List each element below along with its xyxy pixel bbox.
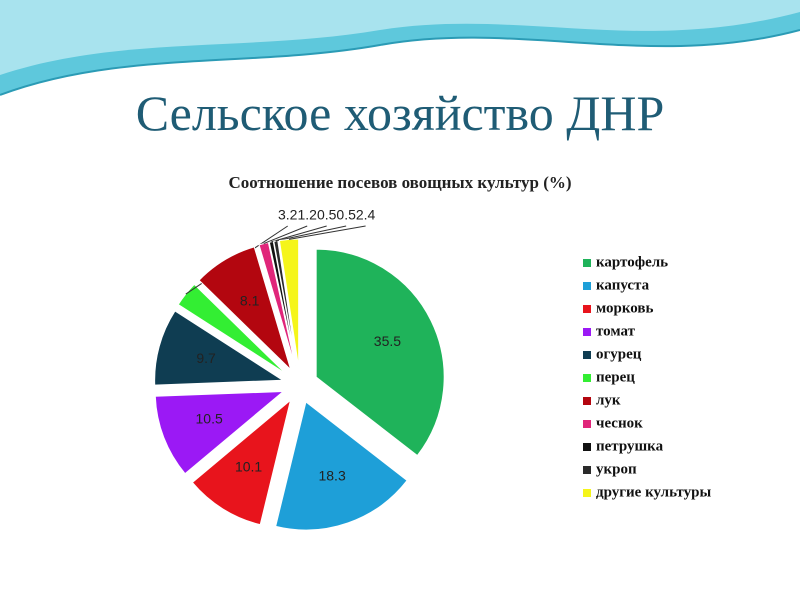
wave-line xyxy=(0,29,800,96)
legend-swatch xyxy=(583,305,591,313)
pie-slice xyxy=(177,283,287,375)
legend-label: картофель xyxy=(596,254,668,270)
leader-line xyxy=(263,225,308,245)
pie-slice xyxy=(198,246,292,372)
legend-label: укроп xyxy=(596,461,637,477)
legend-label: огурец xyxy=(596,346,642,362)
legend-swatch xyxy=(583,374,591,382)
leader-line xyxy=(275,225,347,242)
data-label: 0.5 xyxy=(317,207,337,223)
pie-slice xyxy=(278,238,300,368)
legend-swatch xyxy=(583,351,591,359)
data-label: 10.5 xyxy=(196,411,223,427)
pie-slice xyxy=(191,398,292,526)
legend-swatch xyxy=(583,443,591,451)
leader-line xyxy=(271,225,327,243)
legend-label: лук xyxy=(596,392,621,408)
pie-slice xyxy=(154,310,285,386)
legend-label: другие культуры xyxy=(596,484,711,500)
legend-label: чеснок xyxy=(596,415,643,431)
legend-label: петрушка xyxy=(596,438,664,454)
legend-label: перец xyxy=(596,369,635,385)
data-label: 18.3 xyxy=(318,468,345,484)
wave-light xyxy=(0,0,800,75)
legend-swatch xyxy=(583,466,591,474)
data-label: 1.2 xyxy=(297,207,317,223)
data-label: 8.1 xyxy=(240,292,260,308)
data-label: 0.5 xyxy=(336,207,356,223)
legend-swatch xyxy=(583,420,591,428)
pie-slice xyxy=(154,390,285,475)
legend-label: морковь xyxy=(596,300,654,316)
legend-label: томат xyxy=(596,323,636,339)
legend-label: капуста xyxy=(596,277,650,293)
chart-subtitle: Соотношение посевов овощных культур (%) xyxy=(228,173,571,192)
legend-swatch xyxy=(583,328,591,336)
data-label: 10.1 xyxy=(235,458,262,474)
legend-swatch xyxy=(583,397,591,405)
pie-slice xyxy=(315,248,445,457)
legend-swatch xyxy=(583,282,591,290)
slide-title: Сельское хозяйство ДНР xyxy=(136,85,665,141)
data-label: 2.4 xyxy=(356,207,376,223)
data-label: 3.2 xyxy=(278,207,298,223)
data-label: 35.5 xyxy=(374,333,401,349)
legend-swatch xyxy=(583,259,591,267)
legend-swatch xyxy=(583,489,591,497)
pie-slice xyxy=(275,401,408,531)
data-label: 9.7 xyxy=(196,350,216,366)
leader-line xyxy=(288,225,366,240)
